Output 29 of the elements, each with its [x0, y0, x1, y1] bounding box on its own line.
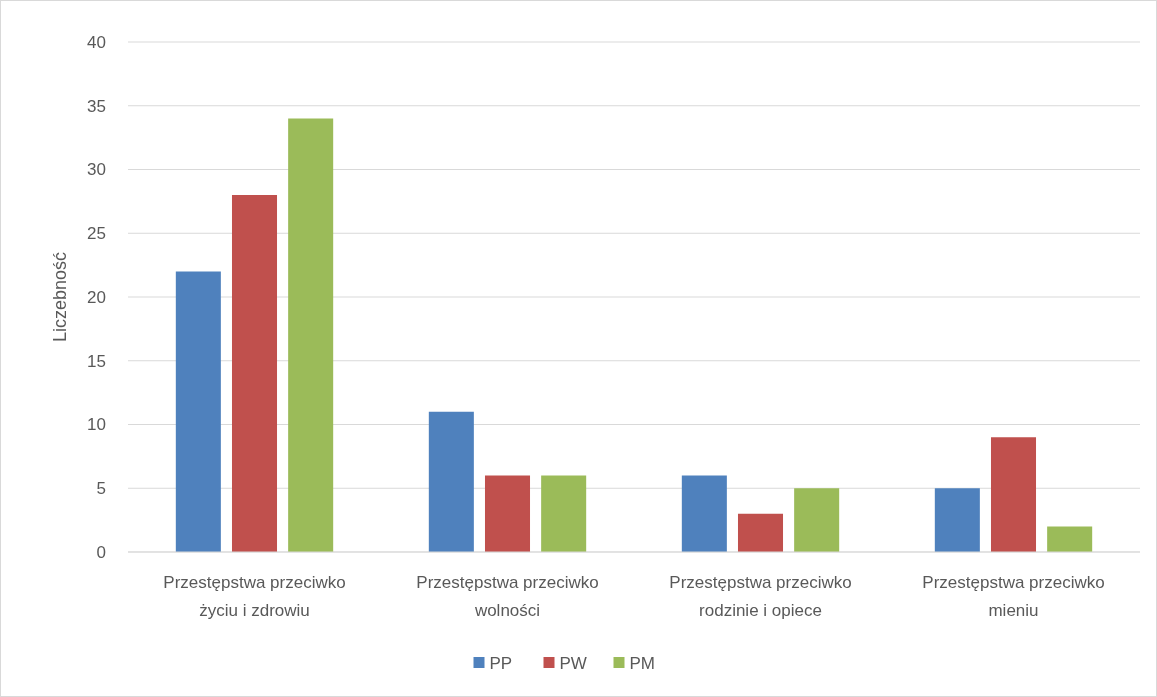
y-tick-label: 40 — [87, 32, 106, 52]
x-tick-label: Przestępstwa przeciwko rodzinie i opiece — [669, 573, 852, 620]
y-tick-label: 25 — [87, 224, 106, 244]
legend-label: PW — [559, 653, 587, 673]
bar — [484, 475, 531, 552]
y-tick-label: 10 — [87, 415, 106, 435]
legend-label: PP — [489, 653, 513, 673]
y-tick-label: 30 — [87, 160, 106, 180]
y-tick-label: 0 — [96, 542, 106, 562]
bar — [794, 488, 840, 552]
y-tick-label: 5 — [96, 479, 106, 499]
bar — [231, 195, 278, 552]
x-tick-label: Przestępstwa przeciwko wolności — [416, 573, 599, 620]
legend-label: PM — [629, 653, 655, 673]
bar — [681, 475, 727, 552]
y-tick-label: 35 — [87, 96, 106, 116]
x-tick-label: Przestępstwa przeciwko życiu i zdrowiu — [163, 573, 346, 620]
bar — [934, 488, 980, 552]
bar — [288, 118, 334, 552]
bar — [1047, 526, 1093, 552]
bar — [175, 271, 221, 552]
bar — [428, 411, 474, 552]
y-tick-label: 20 — [87, 287, 106, 307]
y-axis-title: Liczebność — [50, 251, 70, 343]
bar — [990, 437, 1037, 552]
bar — [737, 513, 784, 552]
x-tick-label: Przestępstwa przeciwko mieniu — [922, 573, 1105, 620]
bar — [541, 475, 587, 552]
y-tick-label: 15 — [87, 351, 106, 371]
